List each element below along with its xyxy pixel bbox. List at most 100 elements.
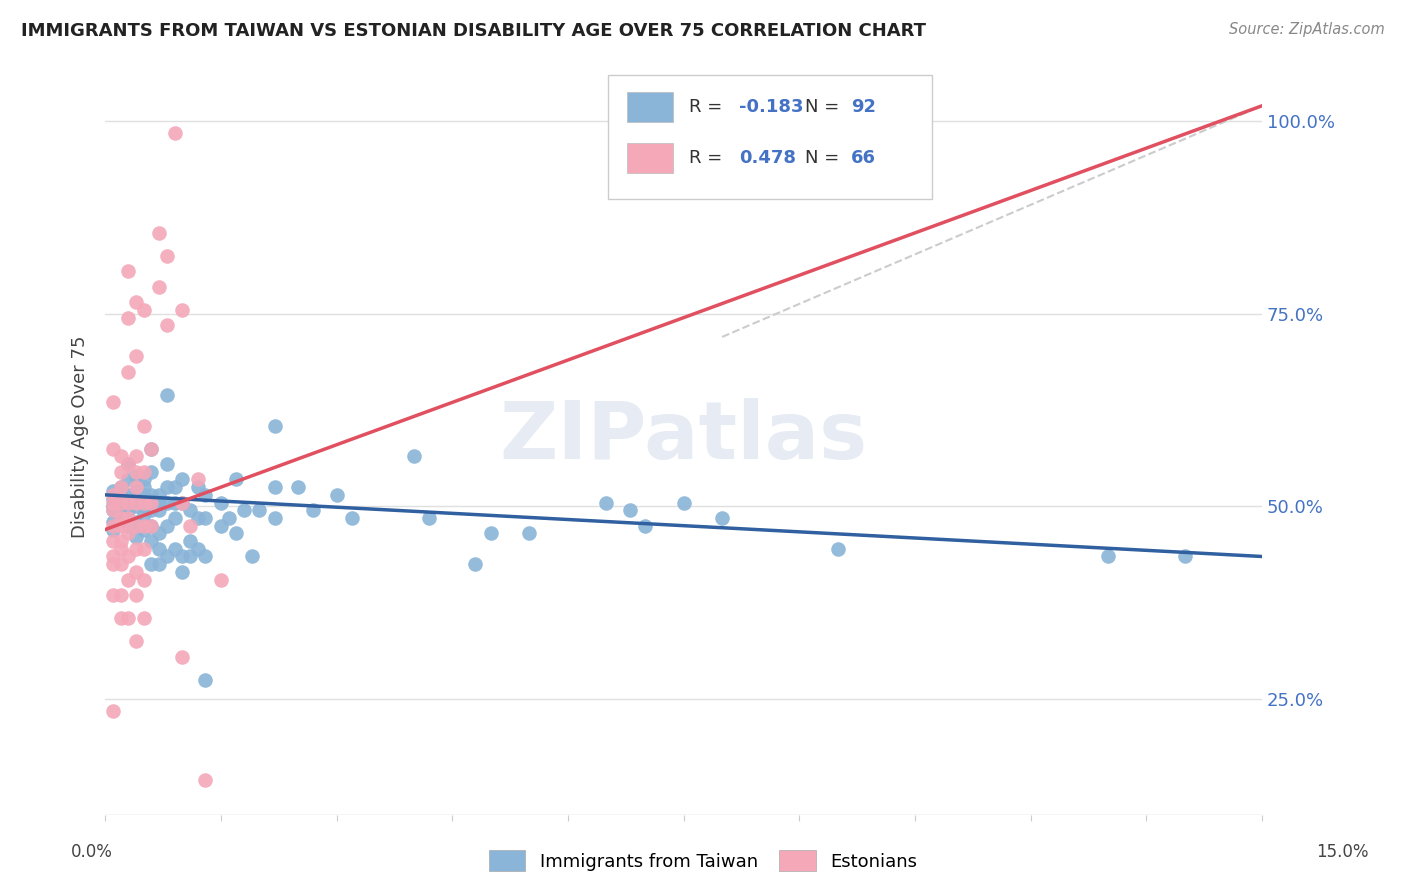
Point bbox=[101, 549, 124, 564]
Point bbox=[132, 611, 155, 625]
Point bbox=[179, 518, 201, 533]
Point bbox=[117, 264, 139, 278]
Point bbox=[110, 611, 132, 625]
Point bbox=[172, 549, 194, 564]
Point bbox=[110, 480, 132, 494]
Point bbox=[110, 588, 132, 602]
Point bbox=[179, 549, 201, 564]
Point bbox=[194, 488, 217, 502]
Point bbox=[101, 558, 124, 572]
Point bbox=[117, 365, 139, 379]
Point bbox=[101, 488, 124, 502]
Point bbox=[110, 511, 132, 525]
Point bbox=[117, 526, 139, 541]
Point bbox=[141, 488, 163, 502]
Point bbox=[125, 468, 148, 483]
FancyBboxPatch shape bbox=[627, 143, 673, 173]
Point bbox=[187, 511, 209, 525]
FancyBboxPatch shape bbox=[627, 92, 673, 122]
Point bbox=[125, 465, 148, 479]
Text: 0.478: 0.478 bbox=[740, 149, 796, 167]
Point bbox=[148, 495, 170, 509]
Point bbox=[101, 518, 124, 533]
Point bbox=[132, 302, 155, 317]
Point bbox=[132, 465, 155, 479]
Point bbox=[117, 503, 139, 517]
Point bbox=[101, 534, 124, 549]
Point bbox=[132, 523, 155, 537]
Y-axis label: Disability Age Over 75: Disability Age Over 75 bbox=[72, 335, 89, 539]
Text: 15.0%: 15.0% bbox=[1316, 843, 1369, 861]
Point bbox=[117, 573, 139, 587]
Point bbox=[218, 511, 240, 525]
Point bbox=[595, 495, 617, 509]
Point bbox=[225, 473, 247, 487]
Point bbox=[132, 541, 155, 556]
Point bbox=[187, 480, 209, 494]
Point bbox=[125, 500, 148, 514]
Point bbox=[110, 541, 132, 556]
Point bbox=[156, 518, 179, 533]
Text: R =: R = bbox=[689, 149, 734, 167]
Text: 0.0%: 0.0% bbox=[70, 843, 112, 861]
Point bbox=[148, 541, 170, 556]
Point bbox=[156, 495, 179, 509]
Point bbox=[156, 480, 179, 494]
Point bbox=[132, 573, 155, 587]
Point bbox=[156, 457, 179, 471]
Point bbox=[125, 588, 148, 602]
Point bbox=[101, 495, 124, 509]
Text: 66: 66 bbox=[851, 149, 876, 167]
Point bbox=[101, 503, 124, 517]
Point bbox=[287, 480, 309, 494]
Point bbox=[179, 503, 201, 517]
Point bbox=[263, 480, 285, 494]
Point bbox=[110, 534, 132, 549]
Point bbox=[141, 518, 163, 533]
Point bbox=[194, 673, 217, 687]
Point bbox=[156, 249, 179, 263]
Point bbox=[827, 541, 849, 556]
Point bbox=[634, 518, 657, 533]
Point bbox=[240, 549, 263, 564]
Point bbox=[517, 526, 540, 541]
Point bbox=[125, 480, 148, 494]
Point bbox=[209, 573, 232, 587]
Text: N =: N = bbox=[806, 98, 845, 116]
Point bbox=[141, 465, 163, 479]
Point bbox=[101, 483, 124, 498]
Point bbox=[125, 450, 148, 464]
Point bbox=[117, 518, 139, 533]
Point bbox=[125, 530, 148, 544]
Point bbox=[101, 500, 124, 514]
Point bbox=[225, 526, 247, 541]
Point bbox=[172, 495, 194, 509]
Point bbox=[132, 418, 155, 433]
Point bbox=[163, 495, 186, 509]
Point bbox=[132, 495, 155, 509]
Point bbox=[464, 558, 486, 572]
Point bbox=[1174, 549, 1197, 564]
Point bbox=[233, 503, 256, 517]
Point bbox=[340, 511, 363, 525]
Text: 92: 92 bbox=[851, 98, 876, 116]
Point bbox=[156, 387, 179, 401]
Point bbox=[110, 558, 132, 572]
Point bbox=[117, 611, 139, 625]
Point bbox=[101, 523, 124, 537]
Point bbox=[156, 549, 179, 564]
Point bbox=[141, 442, 163, 456]
Point bbox=[125, 495, 148, 509]
Point bbox=[132, 518, 155, 533]
Point bbox=[117, 488, 139, 502]
Point bbox=[125, 295, 148, 310]
Point bbox=[101, 515, 124, 529]
FancyBboxPatch shape bbox=[609, 75, 932, 199]
Text: R =: R = bbox=[689, 98, 728, 116]
Point bbox=[125, 349, 148, 363]
Point bbox=[117, 457, 139, 471]
Point bbox=[117, 495, 139, 509]
Point bbox=[117, 310, 139, 325]
Text: ZIPatlas: ZIPatlas bbox=[499, 398, 868, 476]
Legend: Immigrants from Taiwan, Estonians: Immigrants from Taiwan, Estonians bbox=[482, 843, 924, 879]
